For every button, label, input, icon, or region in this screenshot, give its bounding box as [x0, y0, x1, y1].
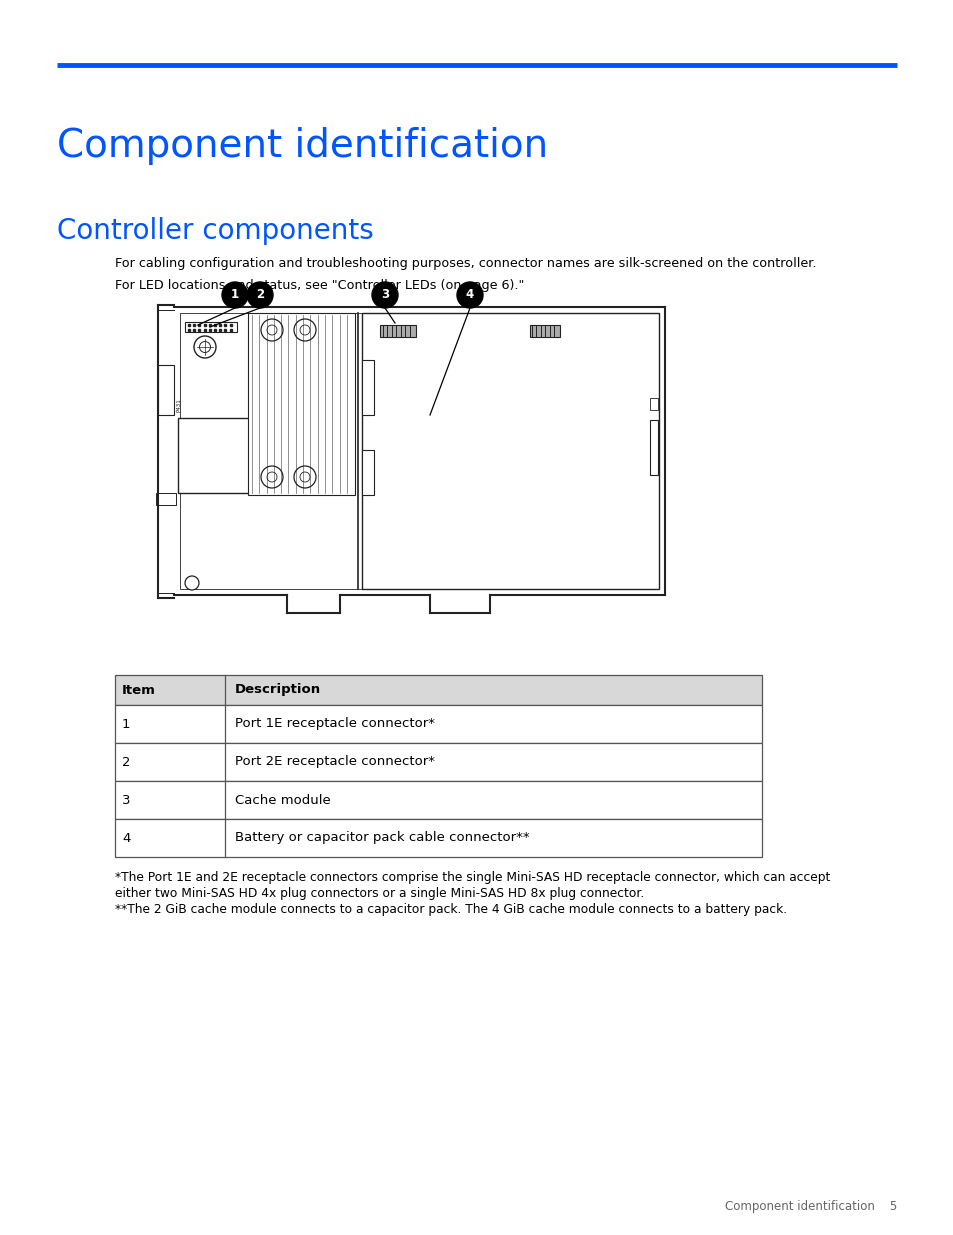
Text: 3: 3	[122, 794, 131, 806]
Bar	[115, 705, 761, 743]
Text: 1: 1	[122, 718, 131, 730]
Text: Battery or capacitor pack cable connector**: Battery or capacitor pack cable connecto…	[234, 831, 529, 845]
Bar	[530, 325, 559, 337]
Text: Port 2E receptacle connector*: Port 2E receptacle connector*	[234, 756, 435, 768]
Circle shape	[247, 282, 273, 308]
Circle shape	[372, 282, 397, 308]
Circle shape	[222, 282, 248, 308]
Bar	[115, 781, 761, 819]
Text: Cache module: Cache module	[234, 794, 331, 806]
Circle shape	[267, 472, 276, 482]
Text: **The 2 GiB cache module connects to a capacitor pack. The 4 GiB cache module co: **The 2 GiB cache module connects to a c…	[115, 903, 786, 916]
Bar	[115, 676, 761, 705]
Circle shape	[456, 282, 482, 308]
Circle shape	[294, 466, 315, 488]
Circle shape	[261, 319, 283, 341]
Text: 4: 4	[465, 289, 474, 301]
Text: 3: 3	[380, 289, 389, 301]
Text: Controller components: Controller components	[57, 217, 374, 245]
Text: For cabling configuration and troubleshooting purposes, connector names are silk: For cabling configuration and troublesho…	[115, 257, 816, 270]
Text: P431: P431	[176, 398, 181, 412]
Bar	[379, 325, 416, 337]
Circle shape	[199, 342, 211, 352]
Text: 1: 1	[231, 289, 239, 301]
Circle shape	[193, 336, 215, 358]
Text: Item: Item	[122, 683, 155, 697]
Circle shape	[299, 325, 310, 335]
Text: For LED locations and status, see "Controller LEDs (on page 6).": For LED locations and status, see "Contr…	[115, 279, 524, 291]
Circle shape	[267, 325, 276, 335]
Text: Port 1E receptacle connector*: Port 1E receptacle connector*	[234, 718, 435, 730]
Bar	[180, 312, 659, 589]
Text: 2: 2	[255, 289, 264, 301]
Bar	[158, 366, 173, 415]
Circle shape	[294, 319, 315, 341]
Circle shape	[185, 576, 199, 590]
Text: either two Mini-SAS HD 4x plug connectors or a single Mini-SAS HD 8x plug connec: either two Mini-SAS HD 4x plug connector…	[115, 887, 643, 900]
Circle shape	[261, 466, 283, 488]
Text: 4: 4	[122, 831, 131, 845]
Bar	[361, 312, 659, 589]
Text: *The Port 1E and 2E receptacle connectors comprise the single Mini-SAS HD recept: *The Port 1E and 2E receptacle connector…	[115, 871, 829, 884]
Text: 2: 2	[122, 756, 131, 768]
Bar	[185, 322, 236, 332]
Bar	[248, 312, 355, 495]
Bar	[649, 420, 658, 475]
Text: Component identification: Component identification	[57, 127, 548, 165]
Circle shape	[299, 472, 310, 482]
Bar	[115, 819, 761, 857]
Text: Description: Description	[234, 683, 321, 697]
Bar	[361, 450, 374, 495]
Bar	[178, 417, 273, 493]
Text: Component identification    5: Component identification 5	[724, 1200, 896, 1213]
Bar	[156, 493, 175, 505]
Bar	[361, 359, 374, 415]
Bar	[115, 743, 761, 781]
Bar	[649, 398, 658, 410]
